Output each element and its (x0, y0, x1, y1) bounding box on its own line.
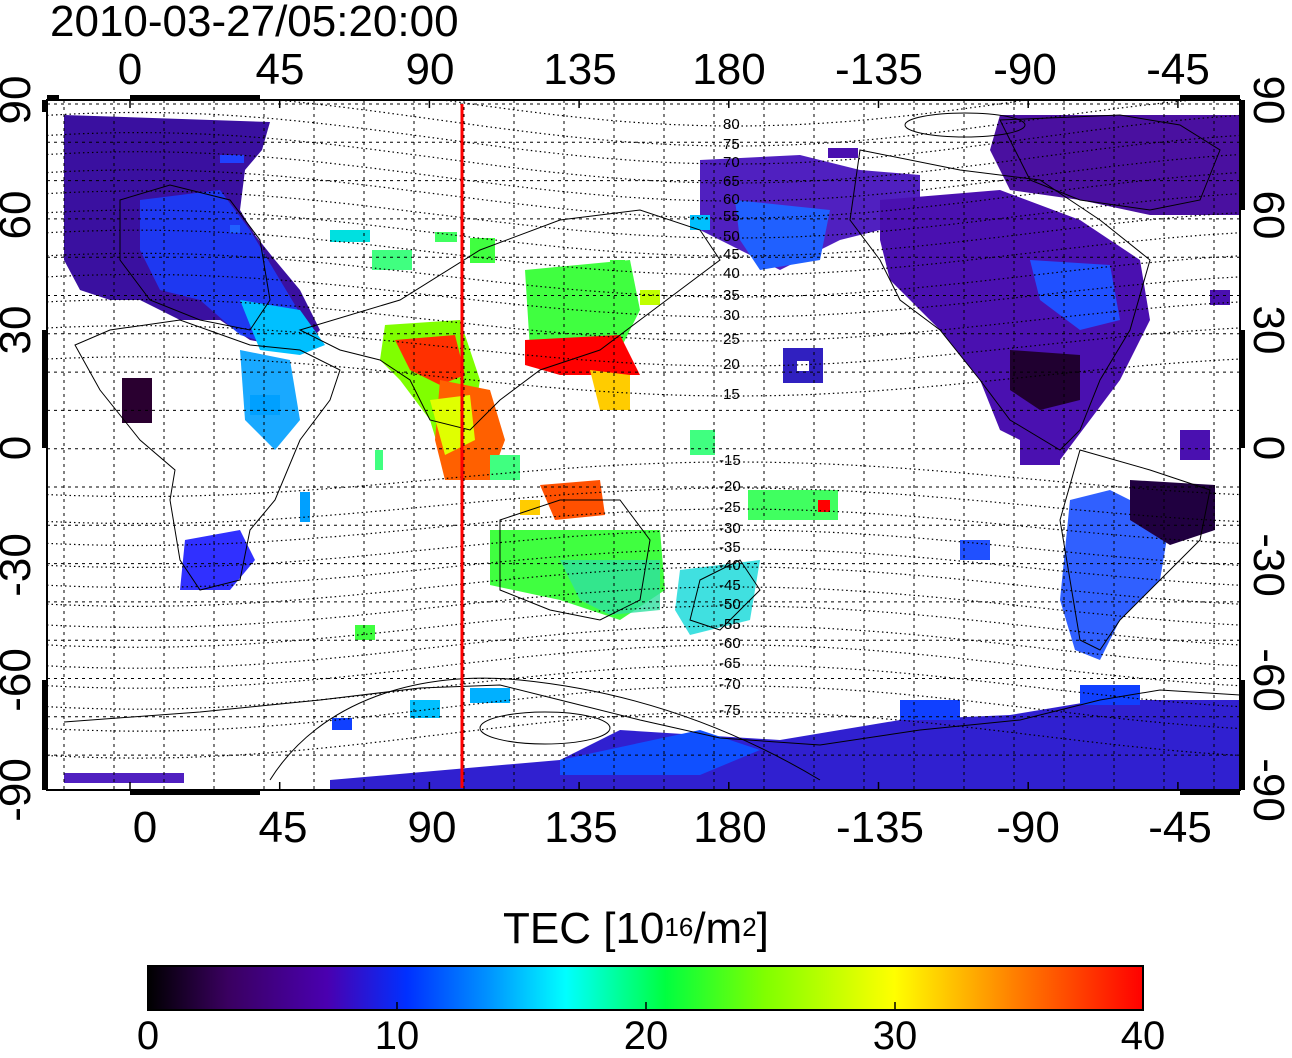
colorbar-title: TEC [1016/m2] (503, 904, 769, 954)
contour-label: -50 (719, 596, 741, 613)
contour-label: 60 (723, 191, 740, 208)
contour-label: 40 (723, 265, 740, 282)
tec-patch-north-america (880, 190, 1150, 460)
contour-label: 15 (723, 386, 740, 403)
colorbar-tick-label: 20 (623, 1014, 669, 1058)
tec-observations (64, 115, 1240, 790)
contour-label: 20 (723, 356, 740, 373)
coastlines (63, 112, 1240, 781)
contour-label: -75 (719, 702, 741, 719)
contour-label: -30 (719, 520, 741, 537)
contour-label: -70 (719, 676, 741, 693)
tec-patch-new-zealand (675, 560, 760, 635)
colorbar-title-unit: /m (693, 904, 743, 953)
right-tick-label: -90 (1244, 758, 1292, 822)
tec-patch-south-pole-left (64, 773, 184, 783)
tec-patch-australia-cyan (560, 560, 660, 615)
contour-label: -15 (719, 452, 741, 469)
tec-patch-south-africa (180, 530, 255, 590)
contour-label: -65 (719, 655, 741, 672)
contour-label: -25 (719, 499, 741, 516)
bottom-tick-label: 180 (693, 803, 767, 852)
contour-label: 80 (723, 116, 740, 133)
contour-label: 30 (723, 307, 740, 324)
top-tick-label: -45 (1146, 45, 1210, 94)
top-tick-label: 45 (255, 45, 305, 94)
right-tick-label: 60 (1244, 190, 1292, 240)
contour-label: 55 (723, 208, 740, 225)
tec-patch-mexico-dark (1010, 350, 1080, 410)
right-tick-label: -60 (1244, 648, 1292, 712)
right-tick-label: -30 (1244, 533, 1292, 597)
colorbar-title-text: TEC [10 (503, 904, 665, 953)
tec-patch-canada-arctic (990, 115, 1240, 215)
top-tick-label: -135 (834, 45, 924, 94)
bottom-tick-label: 0 (132, 803, 158, 852)
tec-patch-pacific-west (590, 370, 630, 410)
left-tick-label: -30 (0, 533, 40, 597)
left-tick-label: -60 (0, 648, 40, 712)
contour-label: -60 (719, 635, 741, 652)
top-tick-label: 180 (692, 45, 766, 94)
colorbar-tick-label: 30 (872, 1014, 918, 1058)
left-tick-label: 90 (0, 75, 40, 125)
bottom-tick-label: -135 (835, 803, 925, 852)
tec-patch-antarctica (330, 700, 1240, 790)
contour-label: -20 (719, 478, 741, 495)
top-tick-label: 0 (117, 45, 143, 94)
tec-patch-usa-blue (1030, 260, 1120, 330)
right-tick-label: 90 (1244, 75, 1292, 125)
bottom-tick-label: -90 (996, 803, 1060, 852)
right-tick-label: 30 (1244, 305, 1292, 355)
bottom-tick-label: 45 (258, 803, 308, 852)
right-tick-label: 0 (1244, 435, 1292, 461)
map-title: 2010-03-27/05:20:00 (50, 0, 459, 46)
contour-label: -40 (719, 557, 741, 574)
contour-label: -45 (719, 577, 741, 594)
tec-patch-brazil-dark (1130, 480, 1215, 545)
top-tick-label: 135 (543, 45, 617, 94)
colorbar-ticks (147, 1002, 1144, 1010)
contour-label: -55 (719, 616, 741, 633)
tec-patch-alaska-blue (735, 200, 830, 270)
tec-patch-south-america (1060, 490, 1170, 660)
top-tick-label: 90 (405, 45, 455, 94)
colorbar (147, 965, 1144, 1011)
tec-scattered-points (220, 148, 1230, 730)
bottom-tick-label: 135 (544, 803, 618, 852)
contour-label: -35 (719, 539, 741, 556)
graticule-grid (47, 100, 1240, 790)
contour-label: 35 (723, 287, 740, 304)
left-tick-label: -90 (0, 758, 40, 822)
contour-label: 65 (723, 173, 740, 190)
bottom-tick-label: 90 (407, 803, 457, 852)
tec-patch-africa-dark (122, 378, 152, 423)
magnetic-latitude-contours (47, 100, 1240, 759)
left-tick-label: 60 (0, 190, 40, 240)
colorbar-title-exponent: 16 (664, 912, 694, 942)
contour-label: 50 (723, 228, 740, 245)
contour-label: 45 (723, 246, 740, 263)
left-tick-label: 0 (0, 412, 40, 484)
contour-label: 75 (723, 136, 740, 153)
contour-label: 25 (723, 331, 740, 348)
colorbar-tick-label: 0 (136, 1014, 160, 1058)
bottom-tick-label: -45 (1148, 803, 1212, 852)
left-tick-label: 30 (0, 305, 40, 355)
top-tick-label: -90 (993, 45, 1057, 94)
colorbar-tick-label: 40 (1120, 1014, 1166, 1058)
colorbar-title-close: ] (756, 904, 769, 953)
tec-patch-antarctica-blue (560, 730, 760, 775)
contour-label: 70 (723, 154, 740, 171)
frame-ticks (129, 100, 1179, 790)
colorbar-tick-label: 10 (374, 1014, 420, 1058)
tec-patch-china (525, 260, 640, 350)
colorbar-title-exponent2: 2 (742, 912, 757, 942)
